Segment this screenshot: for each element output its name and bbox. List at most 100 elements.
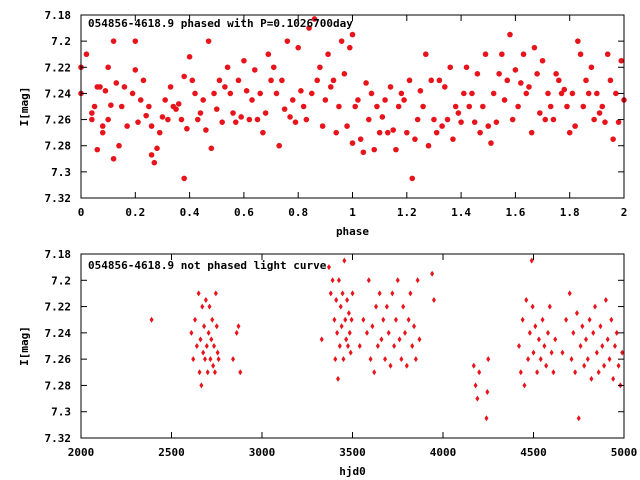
x-tick-label: 4500 <box>520 446 547 459</box>
data-point <box>591 329 596 336</box>
x-tick-label: 0.8 <box>288 206 308 219</box>
data-point <box>118 103 125 110</box>
data-point <box>201 349 206 356</box>
data-point <box>368 356 373 363</box>
data-point <box>191 356 196 363</box>
x-axis-label: phase <box>336 225 369 238</box>
data-point <box>406 77 413 84</box>
data-point <box>287 114 293 120</box>
y-tick-label: 7.18 <box>45 248 72 261</box>
data-point <box>556 77 562 84</box>
data-point <box>518 369 523 376</box>
data-point <box>339 323 344 330</box>
data-point <box>350 290 355 297</box>
data-point <box>340 290 345 297</box>
data-point <box>390 290 395 297</box>
data-point <box>469 90 475 97</box>
data-point <box>204 343 209 349</box>
data-point <box>341 71 348 77</box>
data-point <box>151 159 158 166</box>
data-point <box>531 44 538 51</box>
data-point <box>379 114 386 120</box>
data-point <box>135 119 141 125</box>
data-point <box>338 38 345 44</box>
x-tick-label: 0.6 <box>234 206 254 219</box>
data-point <box>553 336 558 343</box>
data-point <box>444 116 451 123</box>
data-point <box>515 103 521 110</box>
data-point <box>397 336 402 343</box>
data-point <box>194 343 199 349</box>
x-tick-label: 2500 <box>158 446 185 459</box>
data-point <box>376 129 383 136</box>
data-point <box>501 97 508 103</box>
data-point <box>482 51 489 58</box>
data-point <box>599 103 606 110</box>
data-point <box>588 64 595 71</box>
data-point <box>572 123 578 129</box>
data-point <box>209 336 214 343</box>
data-point <box>268 77 274 84</box>
data-point <box>540 316 545 323</box>
data-point <box>224 64 231 71</box>
data-point <box>537 110 543 116</box>
data-point <box>303 116 310 123</box>
data-point <box>251 67 258 73</box>
data-point <box>368 90 375 97</box>
data-point <box>189 77 196 84</box>
data-point <box>196 290 201 297</box>
y-tick-label: 7.32 <box>45 432 72 445</box>
data-point <box>504 77 511 84</box>
data-point <box>361 316 366 323</box>
data-point <box>384 303 389 310</box>
data-point <box>485 389 490 395</box>
data-point <box>520 316 525 323</box>
data-point <box>566 129 573 136</box>
data-point <box>564 316 569 323</box>
data-point <box>408 290 413 297</box>
data-point <box>547 303 552 310</box>
data-point <box>490 90 497 97</box>
data-point <box>148 152 155 158</box>
data-point <box>509 116 516 123</box>
data-point <box>281 106 288 112</box>
data-point <box>298 88 304 94</box>
data-point <box>110 155 117 162</box>
data-point <box>520 51 527 58</box>
data-point <box>450 136 456 142</box>
data-point <box>471 119 478 125</box>
data-point <box>184 125 190 132</box>
data-point <box>197 369 202 376</box>
data-point <box>349 316 354 323</box>
data-point <box>173 106 179 112</box>
data-point <box>538 356 543 363</box>
data-point <box>330 277 335 284</box>
data-point <box>560 349 565 356</box>
data-point <box>602 362 607 369</box>
data-point <box>167 84 174 90</box>
data-point <box>279 77 285 84</box>
y-tick-label: 7.2 <box>51 35 71 48</box>
data-point <box>208 356 213 363</box>
data-point <box>364 329 369 336</box>
data-point <box>574 310 579 317</box>
data-point <box>215 349 220 356</box>
data-point <box>200 303 205 310</box>
data-point <box>254 116 261 123</box>
data-point <box>219 119 225 125</box>
data-point <box>564 103 570 110</box>
x-axis-label: hjd0 <box>339 465 366 478</box>
data-point <box>477 369 482 376</box>
data-point <box>212 343 217 349</box>
data-point <box>284 38 291 44</box>
data-point <box>605 336 610 343</box>
data-point <box>412 323 417 330</box>
data-point <box>412 136 418 142</box>
y-tick-label: 7.22 <box>45 61 72 74</box>
y-tick-label: 7.26 <box>45 353 72 366</box>
data-point <box>212 369 217 376</box>
data-point <box>335 329 340 336</box>
data-point <box>110 38 117 44</box>
data-point <box>404 129 410 136</box>
data-point <box>132 38 139 44</box>
